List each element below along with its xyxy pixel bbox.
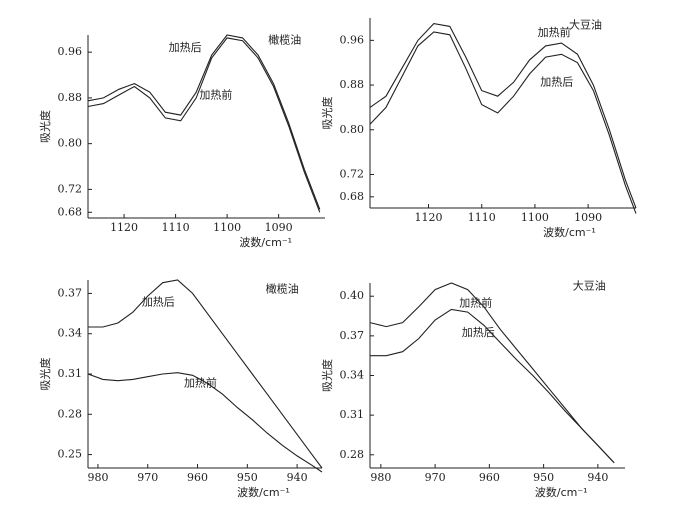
y-tick-label: 0.28 <box>58 407 83 420</box>
y-axis-label: 吸光度 <box>320 359 334 392</box>
y-tick-label: 0.72 <box>58 182 83 195</box>
chart-title: 橄榄油 <box>268 32 301 46</box>
x-tick-label: 980 <box>87 471 108 484</box>
y-tick-label: 0.72 <box>340 167 365 180</box>
y-tick-label: 0.96 <box>58 45 83 58</box>
y-tick-label: 0.40 <box>340 289 365 302</box>
x-tick-label: 950 <box>237 471 258 484</box>
chart-title: 橄榄油 <box>266 281 299 295</box>
y-axis-label: 吸光度 <box>38 110 52 143</box>
series-line <box>87 37 321 213</box>
x-tick-label: 980 <box>370 471 391 484</box>
y-tick-label: 0.37 <box>58 286 83 299</box>
series-label: 加热后 <box>169 41 202 54</box>
x-tick-label: 1100 <box>213 221 241 234</box>
series-line <box>369 23 637 209</box>
series-line <box>369 282 615 464</box>
y-tick-label: 0.25 <box>58 448 83 461</box>
y-tick-label: 0.31 <box>58 367 83 380</box>
series-label: 加热后 <box>462 326 495 339</box>
x-tick-label: 1100 <box>521 211 549 224</box>
y-tick-label: 0.68 <box>58 205 83 218</box>
x-axis-label: 波数/cm⁻¹ <box>543 226 596 239</box>
x-tick-label: 1120 <box>415 211 443 224</box>
x-tick-label: 1090 <box>265 221 293 234</box>
x-tick-label: 970 <box>137 471 158 484</box>
chart-title: 大豆油 <box>569 18 602 32</box>
x-axis-label: 波数/cm⁻¹ <box>237 486 290 499</box>
x-tick-label: 960 <box>479 471 500 484</box>
x-tick-label: 1110 <box>468 211 496 224</box>
series-label: 加热前 <box>184 375 217 389</box>
x-tick-label: 940 <box>287 471 308 484</box>
y-tick-label: 0.88 <box>340 78 365 91</box>
x-tick-label: 940 <box>587 471 608 484</box>
x-tick-label: 1120 <box>110 221 138 234</box>
y-axis-label: 吸光度 <box>320 97 334 130</box>
x-tick-label: 1090 <box>574 211 602 224</box>
y-tick-label: 0.37 <box>340 329 365 342</box>
x-tick-label: 970 <box>425 471 446 484</box>
series-label: 加热前 <box>538 25 571 39</box>
series-label: 加热后 <box>142 296 175 309</box>
series-label: 加热前 <box>199 87 232 101</box>
series-line <box>87 34 321 210</box>
x-tick-label: 960 <box>187 471 208 484</box>
y-axis-label: 吸光度 <box>38 358 52 391</box>
y-tick-label: 0.68 <box>340 190 365 203</box>
x-axis-label: 波数/cm⁻¹ <box>535 486 588 499</box>
x-axis-label: 波数/cm⁻¹ <box>239 236 292 249</box>
y-tick-label: 0.96 <box>340 33 365 46</box>
series-label: 加热后 <box>540 76 573 89</box>
series-line <box>369 31 637 214</box>
series-line <box>87 372 323 473</box>
y-tick-label: 0.34 <box>340 369 365 382</box>
y-tick-label: 0.28 <box>340 448 365 461</box>
y-tick-label: 0.88 <box>58 91 83 104</box>
y-tick-label: 0.31 <box>340 408 365 421</box>
series-label: 加热前 <box>459 295 492 309</box>
series-line <box>88 279 323 469</box>
y-tick-label: 0.80 <box>340 123 365 136</box>
x-tick-label: 1110 <box>162 221 190 234</box>
x-tick-label: 950 <box>533 471 554 484</box>
series-line <box>370 308 615 464</box>
y-tick-label: 0.34 <box>58 327 83 340</box>
chart-title: 大豆油 <box>573 279 606 293</box>
y-tick-label: 0.80 <box>58 137 83 150</box>
